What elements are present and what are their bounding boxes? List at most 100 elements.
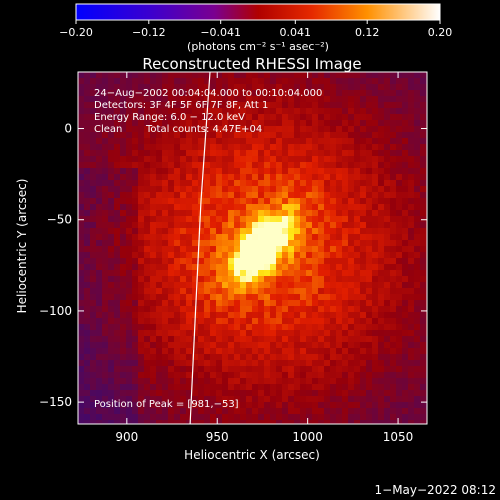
heatmap-cell [336, 384, 342, 390]
heatmap-cell [318, 156, 324, 162]
heatmap-cell [354, 192, 360, 198]
heatmap-cell [252, 174, 258, 180]
heatmap-cell [252, 192, 258, 198]
heatmap-cell [246, 300, 252, 306]
heatmap-cell [114, 210, 120, 216]
heatmap-cell [366, 414, 372, 420]
heatmap-cell [324, 144, 330, 150]
heatmap-cell [396, 246, 402, 252]
heatmap-cell [318, 366, 324, 372]
heatmap-cell [84, 84, 90, 90]
heatmap-cell [396, 162, 402, 168]
heatmap-cell [324, 186, 330, 192]
heatmap-cell [324, 330, 330, 336]
heatmap-cell [168, 126, 174, 132]
heatmap-cell [360, 210, 366, 216]
heatmap-cell [234, 258, 240, 264]
heatmap-cell [414, 240, 420, 246]
heatmap-cell [90, 318, 96, 324]
heatmap-cell [360, 138, 366, 144]
heatmap-cell [378, 282, 384, 288]
heatmap-cell [144, 270, 150, 276]
heatmap-cell [330, 204, 336, 210]
heatmap-cell [90, 210, 96, 216]
heatmap-cell [288, 414, 294, 420]
heatmap-cell [186, 228, 192, 234]
heatmap-cell [102, 372, 108, 378]
heatmap-cell [168, 102, 174, 108]
heatmap-cell [294, 384, 300, 390]
heatmap-cell [258, 96, 264, 102]
heatmap-cell [408, 198, 414, 204]
heatmap-cell [294, 348, 300, 354]
colorbar-tick-label: 0.041 [280, 26, 312, 39]
heatmap-cell [138, 282, 144, 288]
heatmap-cell [138, 336, 144, 342]
heatmap-cell [126, 132, 132, 138]
heatmap-cell [174, 102, 180, 108]
heatmap-cell [192, 210, 198, 216]
heatmap-cell [252, 120, 258, 126]
heatmap-cell [414, 144, 420, 150]
heatmap-cell [390, 186, 396, 192]
heatmap-cell [318, 108, 324, 114]
heatmap-cell [132, 174, 138, 180]
heatmap-cell [168, 192, 174, 198]
heatmap-cell [402, 270, 408, 276]
heatmap-cell [162, 234, 168, 240]
heatmap-cell [294, 258, 300, 264]
heatmap-cell [390, 252, 396, 258]
heatmap-cell [306, 312, 312, 318]
heatmap-cell [366, 204, 372, 210]
heatmap-cell [312, 288, 318, 294]
heatmap-cell [342, 234, 348, 240]
heatmap-cell [228, 420, 234, 424]
heatmap-cell [150, 384, 156, 390]
heatmap-cell [366, 174, 372, 180]
heatmap-cell [174, 240, 180, 246]
heatmap-cell [90, 102, 96, 108]
heatmap-cell [216, 84, 222, 90]
heatmap-cell [318, 378, 324, 384]
heatmap-cell [174, 306, 180, 312]
heatmap-cell [186, 138, 192, 144]
heatmap-cell [102, 138, 108, 144]
heatmap-cell [300, 378, 306, 384]
heatmap-cell [324, 102, 330, 108]
heatmap-cell [312, 102, 318, 108]
heatmap-cell [168, 144, 174, 150]
heatmap-cell [114, 312, 120, 318]
heatmap-cell [132, 258, 138, 264]
heatmap-cell [210, 180, 216, 186]
heatmap-cell [138, 312, 144, 318]
heatmap-cell [240, 96, 246, 102]
heatmap-cell [222, 318, 228, 324]
heatmap-cell [84, 336, 90, 342]
heatmap-cell [210, 90, 216, 96]
heatmap-cell [150, 126, 156, 132]
heatmap-cell [288, 348, 294, 354]
heatmap-cell [90, 114, 96, 120]
heatmap-cell [162, 210, 168, 216]
heatmap-cell [252, 270, 258, 276]
heatmap-cell [312, 336, 318, 342]
heatmap-cell [192, 156, 198, 162]
heatmap-cell [312, 132, 318, 138]
heatmap-cell [204, 222, 210, 228]
heatmap-cell [396, 252, 402, 258]
heatmap-cell [120, 300, 126, 306]
heatmap-cell [330, 264, 336, 270]
heatmap-cell [138, 372, 144, 378]
heatmap-cell [372, 276, 378, 282]
heatmap-cell [324, 132, 330, 138]
heatmap-cell [348, 276, 354, 282]
heatmap-cell [174, 246, 180, 252]
heatmap-cell [306, 354, 312, 360]
heatmap-cell [252, 342, 258, 348]
heatmap-cell [144, 144, 150, 150]
heatmap-cell [150, 120, 156, 126]
heatmap-cell [372, 336, 378, 342]
heatmap-cell [150, 168, 156, 174]
heatmap-cell [354, 378, 360, 384]
heatmap-cell [408, 258, 414, 264]
